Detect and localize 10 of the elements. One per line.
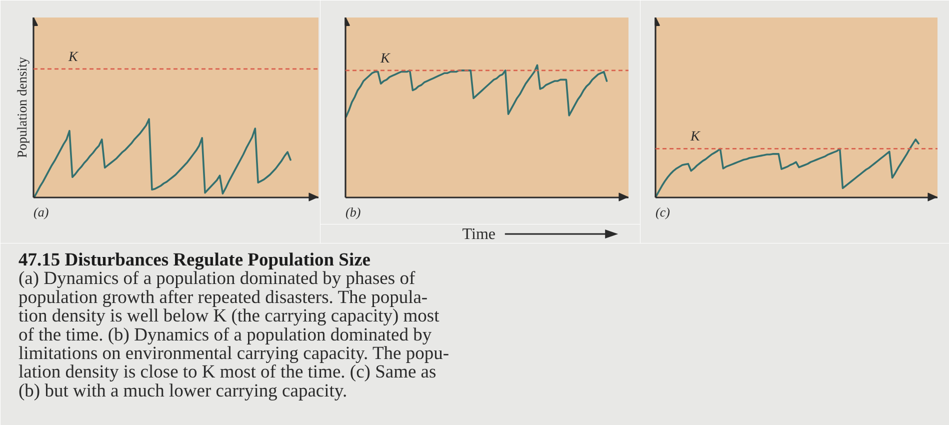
text: (a) — [34, 204, 49, 220]
text: 47.15 Disturbances Regulate Population Size — [18, 250, 371, 270]
text: (b) — [346, 204, 361, 220]
text: (c) — [656, 204, 670, 220]
ref-line-label: K — [380, 51, 390, 66]
text: (a) Dynamics of a population dominated by phases of population growth after repeated disasters. The popula- tion density is well below K (the carrying capacity) most of the time. (b) Dynamics of a population dominated by limitations on environmental carrying capacity. The popu- lation density is close to K most of the time. (c) Same as (b) but with a much lower carrying capacity. — [18, 269, 450, 402]
x-axis-title: Time — [462, 226, 496, 243]
y-axis-title: Population density — [14, 56, 30, 158]
ref-line-label: K — [690, 130, 700, 145]
ref-line-label: K — [68, 50, 78, 65]
